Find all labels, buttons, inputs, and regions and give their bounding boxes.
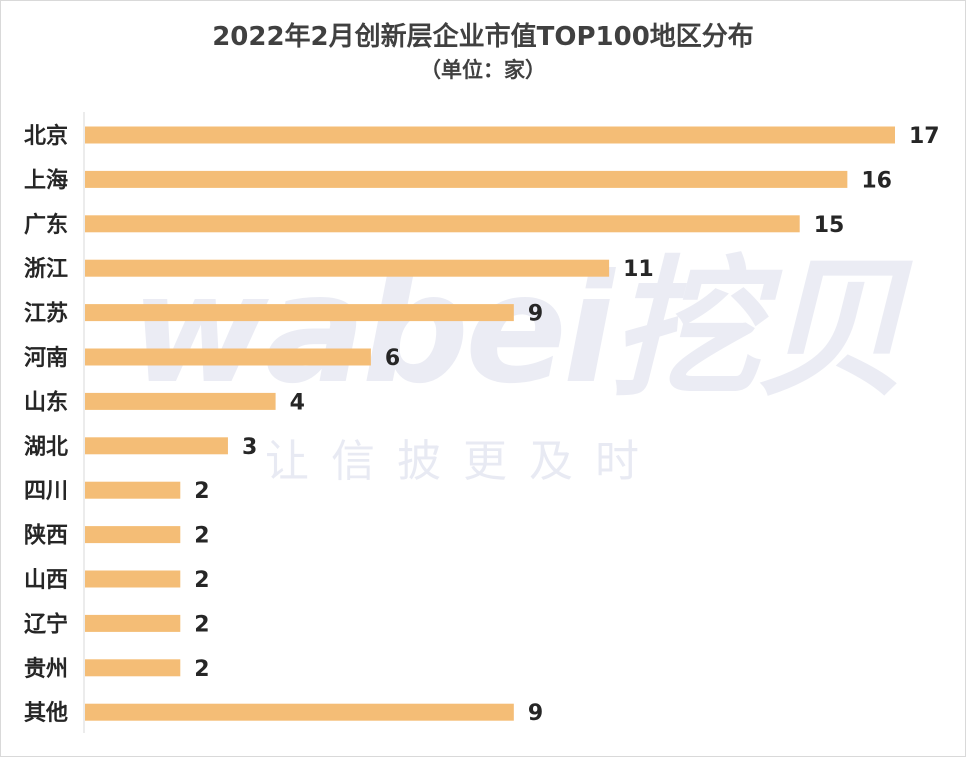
value-label-7: 3 — [242, 435, 257, 460]
category-label-8: 四川 — [24, 479, 68, 504]
value-labels-group: 17 16 15 11 9 6 4 3 2 2 2 2 2 9 — [194, 124, 939, 726]
bar-5 — [85, 348, 371, 366]
category-label-4: 江苏 — [24, 301, 68, 327]
value-label-10: 2 — [194, 568, 209, 593]
value-label-9: 2 — [194, 524, 209, 549]
category-label-12: 贵州 — [24, 657, 68, 682]
category-label-0: 北京 — [24, 123, 68, 149]
bar-13 — [85, 703, 514, 721]
category-label-10: 山西 — [24, 568, 68, 593]
category-label-7: 湖北 — [24, 435, 68, 460]
value-label-12: 2 — [194, 657, 209, 682]
bar-12 — [85, 659, 181, 677]
chart-title: 2022年2月创新层企业市值TOP100地区分布 — [212, 22, 754, 52]
value-label-0: 17 — [909, 124, 940, 149]
value-label-5: 6 — [385, 346, 400, 371]
category-label-9: 陕西 — [24, 524, 68, 549]
bar-7 — [85, 437, 228, 455]
bars-group — [85, 126, 895, 721]
bar-8 — [85, 481, 181, 499]
category-label-1: 上海 — [24, 167, 68, 193]
category-label-6: 山东 — [24, 389, 68, 415]
bar-1 — [85, 170, 848, 188]
value-label-13: 9 — [528, 701, 543, 726]
bar-0 — [85, 126, 895, 144]
value-label-3: 11 — [623, 257, 654, 282]
bar-9 — [85, 526, 181, 544]
value-label-11: 2 — [194, 612, 209, 637]
value-label-4: 9 — [528, 302, 543, 327]
category-label-11: 辽宁 — [24, 611, 68, 637]
bar-6 — [85, 392, 276, 410]
value-label-1: 16 — [861, 168, 892, 193]
chart-subtitle: （单位：家） — [420, 58, 546, 82]
bar-4 — [85, 304, 514, 322]
value-label-6: 4 — [290, 390, 305, 415]
category-label-2: 广东 — [24, 212, 68, 238]
category-label-5: 河南 — [24, 346, 68, 371]
bar-10 — [85, 570, 181, 588]
category-label-13: 其他 — [24, 701, 68, 726]
bar-3 — [85, 259, 610, 277]
watermark-slogan: 让信披更及时 — [265, 436, 661, 487]
value-label-2: 15 — [814, 213, 845, 238]
category-label-3: 浙江 — [24, 257, 68, 282]
bar-11 — [85, 614, 181, 632]
watermark-logo: wabei挖贝 — [130, 243, 906, 417]
value-label-8: 2 — [194, 479, 209, 504]
bar-2 — [85, 215, 800, 233]
